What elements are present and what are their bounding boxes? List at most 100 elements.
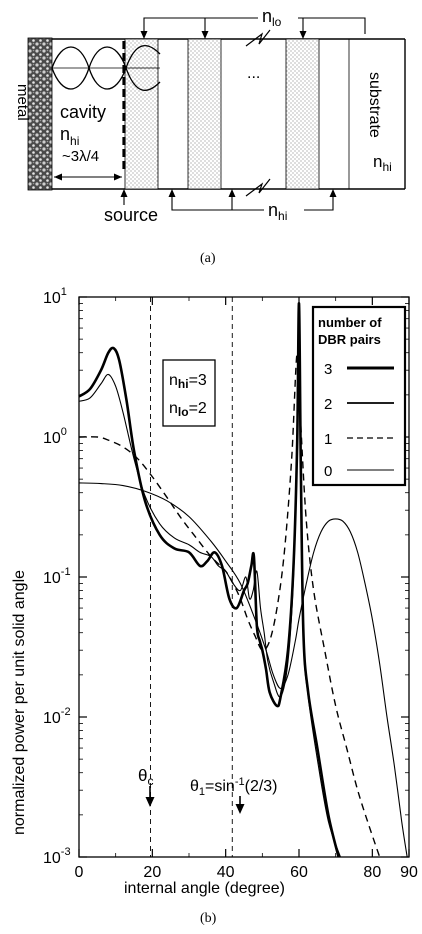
cavity-length-arrowhead-right [114,173,122,181]
break-mark-top [245,29,271,47]
theta1-symbol: θ [190,778,199,795]
y-tick-base: 10 [43,290,61,307]
param-nhi: nhi=3 [169,372,207,391]
cavity-length-arrowhead-left [54,173,62,181]
cavity-index-n: n [60,124,70,144]
x-tick-label: 0 [75,864,84,881]
substrate-label: substrate [366,72,383,138]
param-nhi-sub: hi [178,377,189,391]
bottom-bracket [171,192,334,211]
dbr-lo-layer-1 [124,38,159,190]
legend-entry: 2 [324,396,394,413]
theta-c-symbol: θ [138,766,147,785]
theta1-arrowhead [235,804,245,814]
x-ticks: 0 20 40 60 80 90 [75,297,418,881]
y-tick-label: 10-2 [43,706,71,727]
x-tick-label: 40 [217,864,235,881]
cavity-length-label: ~3λ/4 [62,148,99,165]
y-axis-label: normalized power per unit solid angle [11,570,28,835]
bottom-arrowhead [228,189,236,197]
y-tick-exp: -1 [61,566,71,578]
top-arrowhead [201,31,209,39]
source-label: source [104,205,158,225]
caption-a: (a) [200,251,216,266]
param-nlo-sub: lo [178,405,189,419]
y-tick-label: 10-3 [43,846,71,867]
y-tick-exp: 1 [61,286,67,298]
legend-entry: 0 [324,463,394,480]
y-tick-base: 10 [43,850,61,867]
legend-title-line2: DBR pairs [318,332,381,347]
legend-label: 1 [324,431,332,448]
legend-entry: 1 [324,431,394,448]
top-bracket [143,17,366,36]
y-tick-exp: -3 [61,846,71,858]
x-tick-label: 90 [400,864,418,881]
legend-entry: 3 [324,361,394,378]
theta1-label: θ1=sin-1(2/3) [190,776,278,798]
param-nlo: nlo=2 [169,400,207,419]
param-nhi-val: =3 [189,372,207,389]
standing-wave-upper [51,45,161,90]
cavity-index-sub: hi [70,134,79,148]
top-index-label: nlo [262,6,282,29]
cavity-index: nhi [60,124,79,148]
theta-c-label: θc [138,766,153,788]
bottom-arrowhead [168,189,176,197]
theta1-sup: -1 [235,776,245,788]
y-tick-label: 100 [43,426,67,447]
source-arrowhead [120,189,128,197]
metal-label: metal [14,84,31,121]
curves [78,302,408,858]
metal-layer [27,37,53,191]
param-nlo-n: n [169,400,178,417]
curve-dbr-0 [78,482,408,858]
top-index-sub: lo [272,15,282,29]
theta1-eq: =sin [205,778,235,795]
param-nlo-val: =2 [189,400,207,417]
top-arrowhead [299,31,307,39]
theta-c-arrowhead [145,797,155,807]
top-label-bg [258,6,298,26]
bottom-label-bg [264,200,304,220]
dbr-lo-layer-2 [187,38,222,190]
legend-box [311,305,407,487]
substrate-index: nhi [373,152,392,174]
param-box [162,359,216,427]
bottom-arrowhead [329,189,337,197]
x-axis-label: internal angle (degree) [124,880,285,897]
theta1-sub: 1 [199,786,205,798]
y-tick-exp: -2 [61,706,71,718]
legend-label: 3 [324,361,332,378]
x-tick-label: 80 [363,864,381,881]
theta-c-sub: c [147,774,153,788]
reference-lines [150,297,233,857]
y-tick-base: 10 [43,710,61,727]
bottom-index-sub: hi [278,209,287,223]
x-tick-label: 20 [143,864,161,881]
panel-a: metal ... cavity nhi ~3λ/4 source [14,6,406,266]
y-tick-base: 10 [43,570,61,587]
y-tick-base: 10 [43,430,61,447]
top-arrowhead [140,31,148,39]
param-nhi-n: n [169,372,178,389]
bottom-index-label: nhi [268,200,287,223]
standing-wave-lower [51,46,161,91]
substrate-index-n: n [373,152,382,171]
y-tick-label: 10-1 [43,566,71,587]
legend-label: 0 [324,463,332,480]
curve-dbr-1 [78,351,381,858]
ellipsis: ... [247,65,260,82]
top-index-n: n [262,6,272,26]
x-tick-label: 60 [290,864,308,881]
legend-label: 2 [324,396,332,413]
y-tick-label: 101 [43,286,67,307]
dbr-lo-layer-3 [285,38,320,190]
y-tick-exp: 0 [61,426,67,438]
theta1-arg: (2/3) [245,778,278,795]
caption-b: (b) [200,911,217,926]
